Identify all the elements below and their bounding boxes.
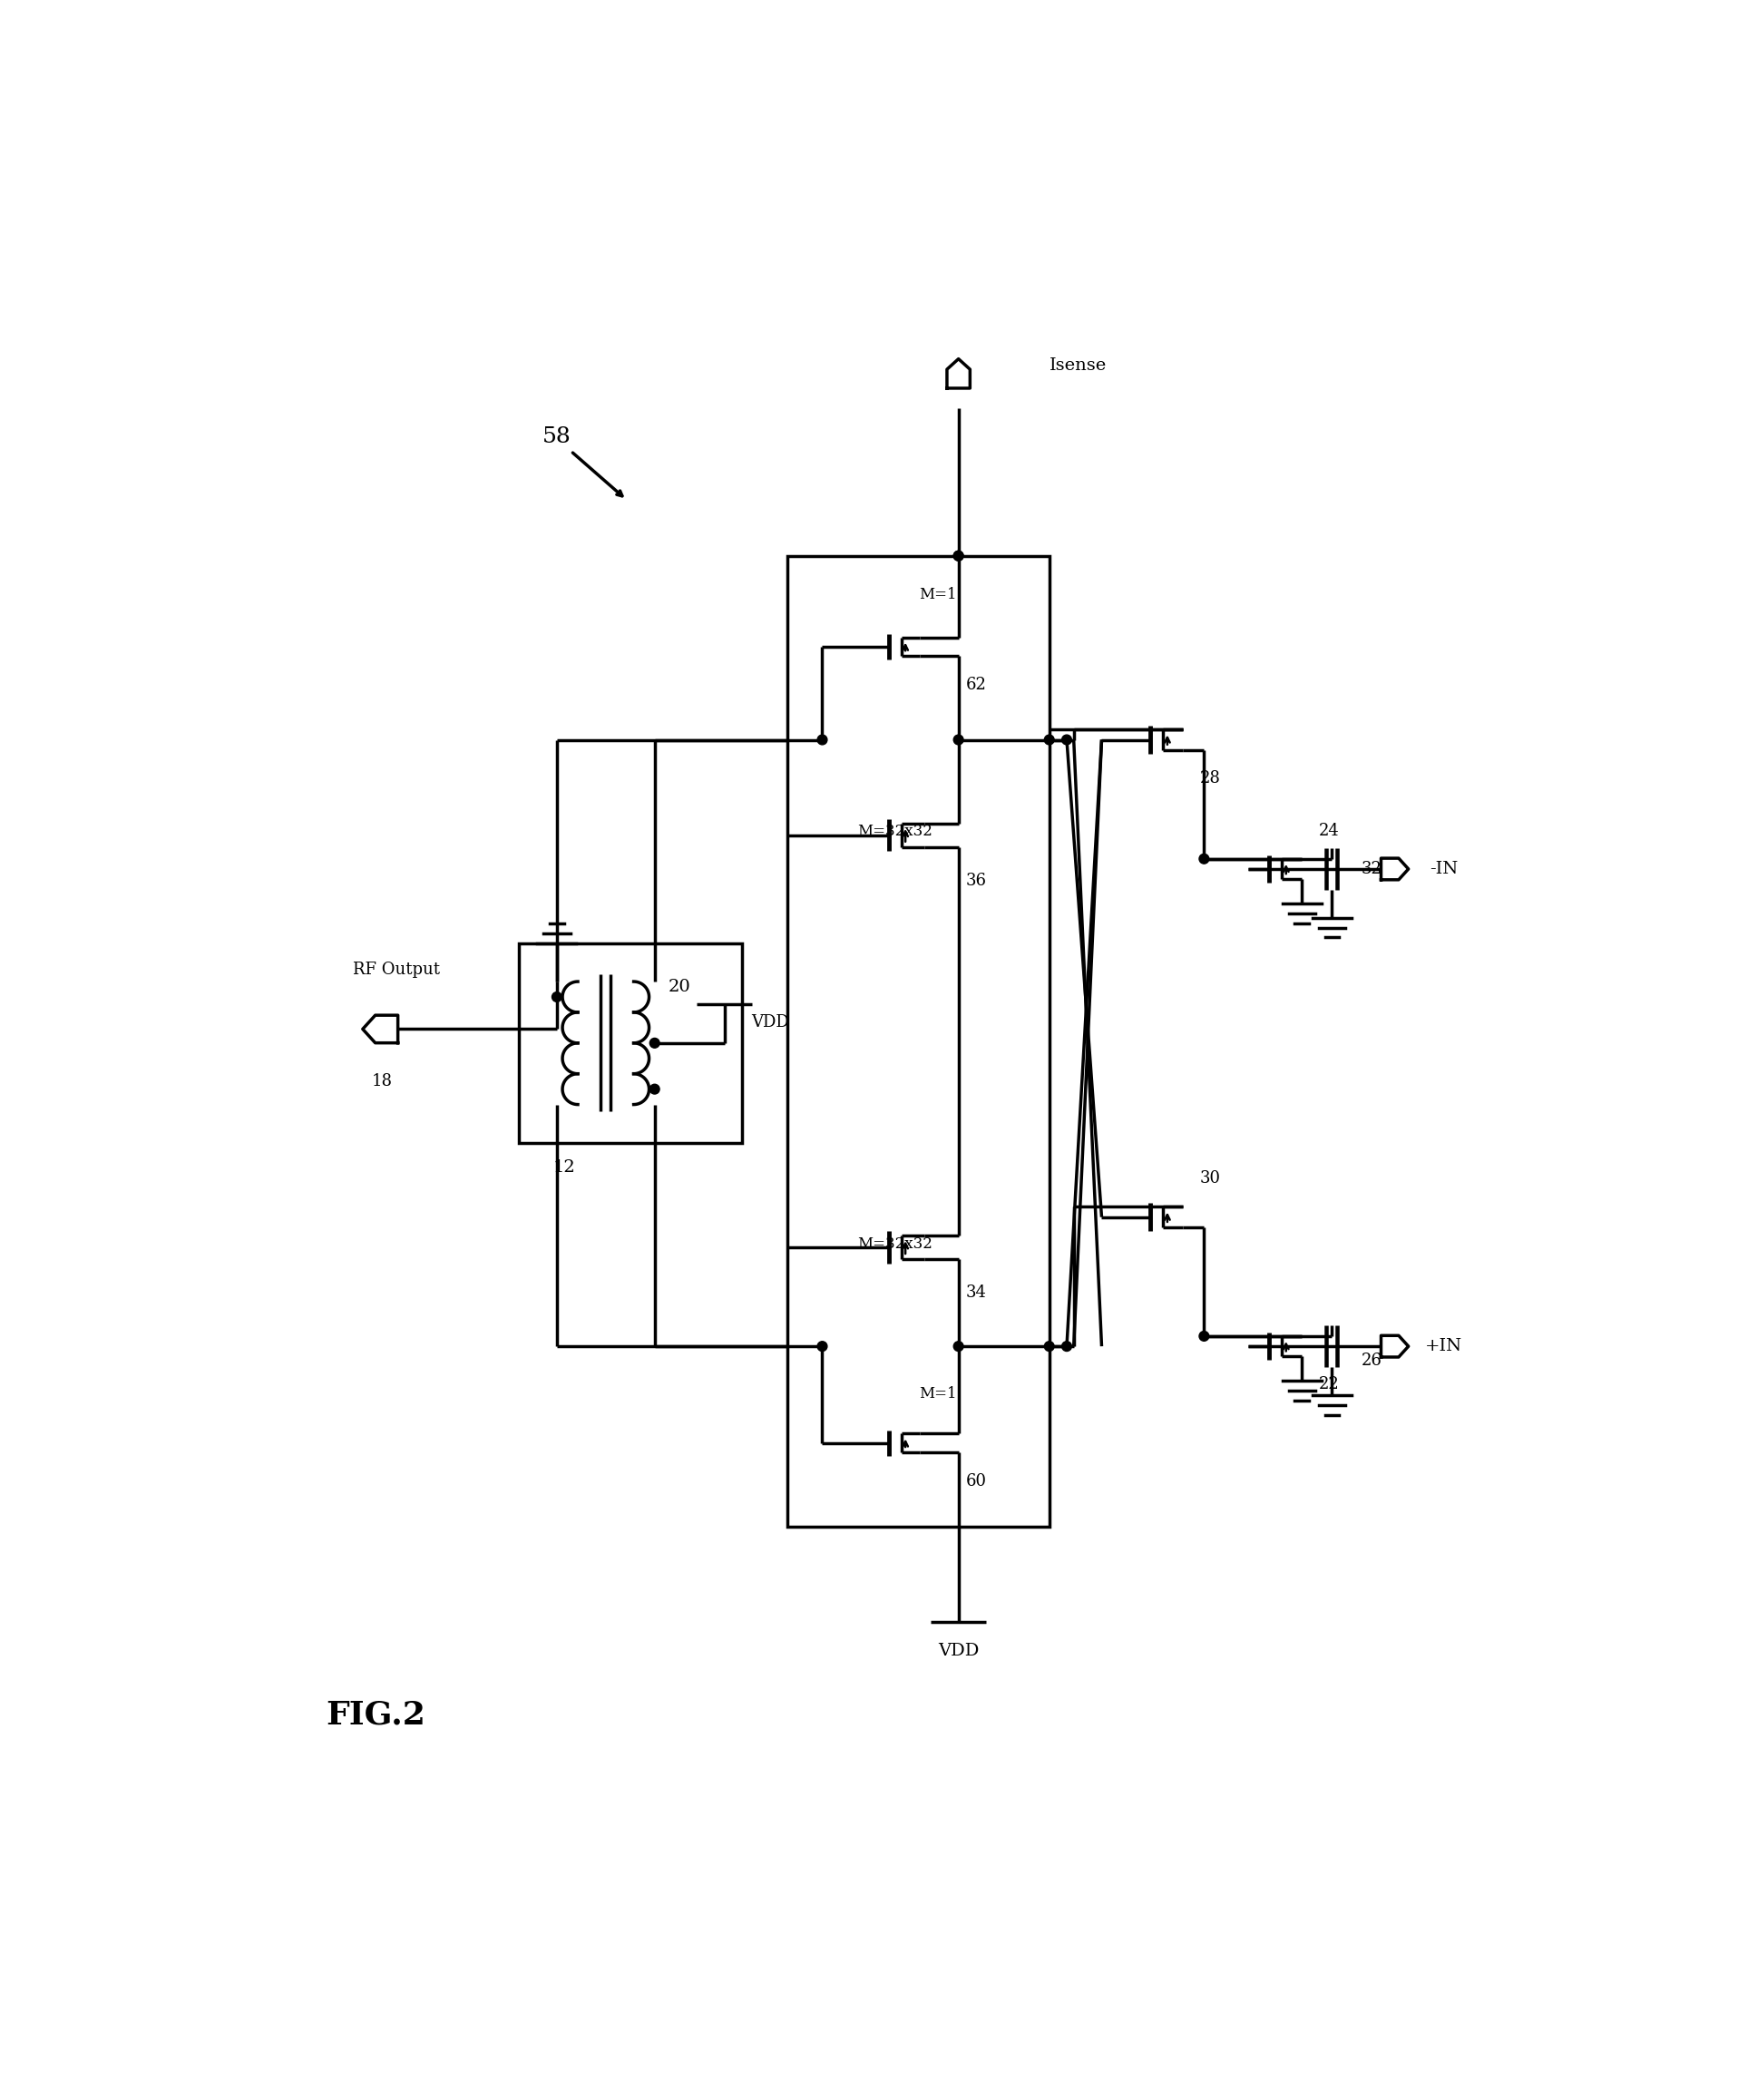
Text: -IN: -IN: [1430, 861, 1458, 878]
Text: VDD: VDD: [939, 1642, 978, 1659]
Text: M=1: M=1: [919, 1386, 956, 1401]
Text: FIG.2: FIG.2: [325, 1699, 426, 1730]
Circle shape: [817, 1342, 827, 1350]
Circle shape: [1062, 735, 1072, 746]
Text: 18: 18: [372, 1073, 393, 1090]
Text: M=1: M=1: [919, 586, 956, 603]
Text: 28: 28: [1199, 771, 1220, 785]
Text: 22: 22: [1319, 1378, 1338, 1392]
Text: 36: 36: [966, 871, 987, 888]
Bar: [518, 943, 742, 1142]
Circle shape: [1199, 855, 1210, 863]
Circle shape: [1199, 1331, 1210, 1342]
Text: 24: 24: [1319, 823, 1338, 838]
Text: 32: 32: [1361, 861, 1382, 878]
Text: 62: 62: [966, 676, 985, 693]
Text: 34: 34: [966, 1285, 985, 1300]
Circle shape: [954, 550, 963, 561]
Text: 58: 58: [542, 426, 572, 447]
Text: M=32x32: M=32x32: [857, 1237, 932, 1252]
Bar: [787, 556, 1050, 1527]
Circle shape: [817, 735, 827, 746]
Text: 30: 30: [1199, 1170, 1220, 1186]
Text: +IN: +IN: [1425, 1338, 1463, 1354]
Text: RF Output: RF Output: [353, 962, 440, 979]
Circle shape: [1045, 1342, 1055, 1350]
Circle shape: [954, 550, 963, 561]
Text: 12: 12: [553, 1159, 575, 1176]
Text: Isense: Isense: [1050, 357, 1107, 374]
Text: 60: 60: [966, 1474, 987, 1489]
Text: 20: 20: [667, 979, 690, 995]
Circle shape: [650, 1084, 659, 1094]
Text: VDD: VDD: [751, 1014, 789, 1031]
Circle shape: [1062, 1342, 1072, 1350]
Circle shape: [954, 1342, 963, 1350]
Circle shape: [553, 991, 561, 1002]
Circle shape: [650, 1037, 659, 1048]
Text: M=32x32: M=32x32: [857, 823, 932, 840]
Circle shape: [954, 735, 963, 746]
Text: 26: 26: [1361, 1352, 1382, 1369]
Circle shape: [1045, 735, 1055, 746]
